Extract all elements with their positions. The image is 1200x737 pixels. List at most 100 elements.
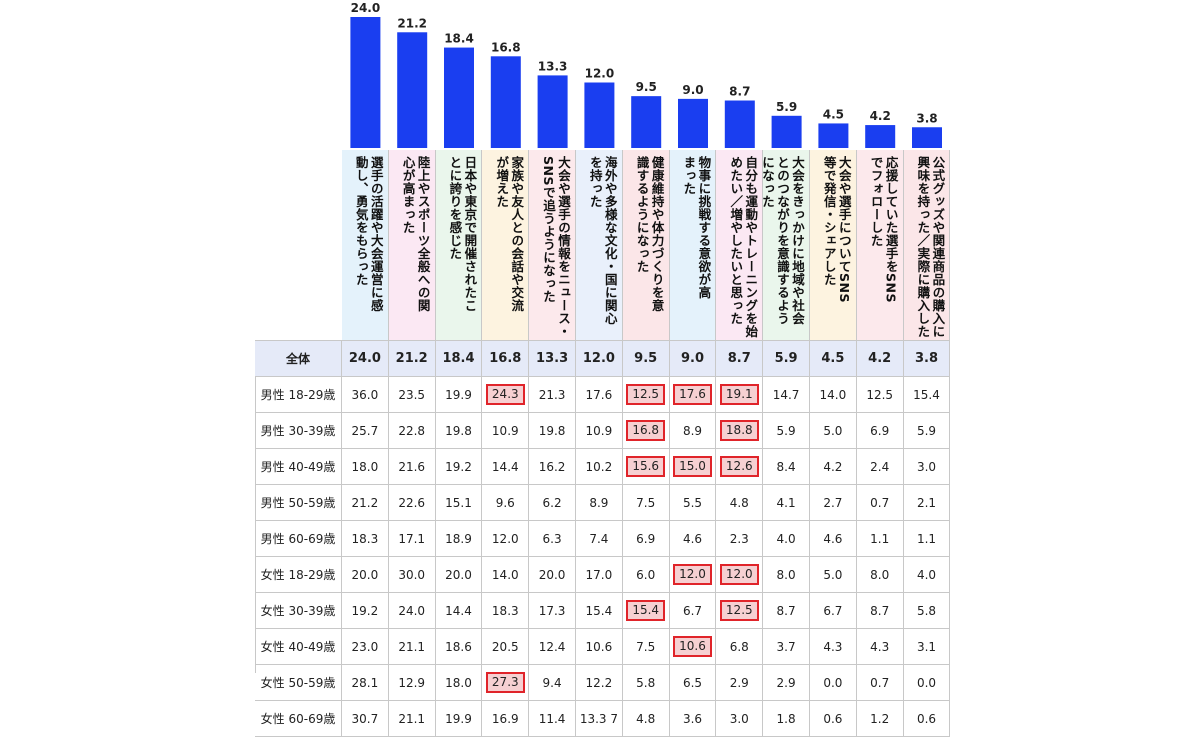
table-cell: 1.1: [904, 521, 951, 556]
table-cell: 20.0: [436, 557, 483, 592]
table-cell: 22.6: [389, 485, 436, 520]
table-cell: 4.8: [623, 701, 670, 736]
table-cell: 3.7: [763, 629, 810, 664]
table-cell: 36.0: [342, 377, 389, 412]
table-cell: 8.4: [763, 449, 810, 484]
category-label-5: 海外や多様な文化・国に関心 を持った: [587, 156, 618, 325]
table-cell: 24.0: [342, 341, 389, 376]
category-label-2: 日本や東京で開催されたこ とに誇りを感じた: [447, 156, 478, 312]
table-cell: 6.2: [529, 485, 576, 520]
bar-7: [678, 98, 708, 148]
table-cell: 16.2: [529, 449, 576, 484]
table-cell: 17.6: [576, 377, 623, 412]
table-cell: 2.3: [716, 521, 764, 556]
table-cell: 17.0: [576, 557, 623, 592]
table-cell: 14.0: [810, 377, 857, 412]
bar-6: [631, 96, 662, 148]
table-cell: 21.6: [389, 449, 436, 484]
table-cell: 23.0: [342, 629, 389, 664]
bar-chart: 24.0 21.2 18.4 16.8 13.3 12.0 9.5 9.0 8.7 5.9 4.5 4…: [350, 1, 942, 148]
bar-3: [490, 56, 521, 148]
table-cell: 17.6: [670, 377, 717, 412]
table-cell: 6.7: [670, 593, 717, 628]
highlighted-value: 15.0: [673, 456, 712, 477]
table-left-border: [255, 340, 256, 673]
table-cell: 5.0: [810, 413, 857, 448]
table-cell: 4.3: [857, 629, 904, 664]
table-cell: 19.9: [436, 377, 483, 412]
table-cell: 25.7: [342, 413, 389, 448]
table-cell: 21.1: [389, 701, 436, 736]
table-cell: 1.8: [763, 701, 810, 736]
category-header-5: 海外や多様な文化・国に関心 を持った: [576, 150, 623, 340]
table-cell: 0.7: [857, 485, 904, 520]
table-cell: 12.5: [857, 377, 904, 412]
bar-11: [865, 125, 896, 148]
category-header-2: 日本や東京で開催されたこ とに誇りを感じた: [435, 150, 483, 340]
category-label-4: 大会や選手の情報をニュース・ SNSで追うようになった: [540, 156, 571, 338]
table-cell: 19.9: [436, 701, 483, 736]
table-cell: 28.1: [342, 665, 389, 700]
row-label: 男性 18-29歳: [255, 377, 342, 412]
table-cell: 0.7: [857, 665, 904, 700]
table-row: 女性 18-29歳 20.0 30.0 20.0 14.0 20.0 17.0 6.0 12.0…: [255, 557, 951, 593]
table-cell: 3.8: [904, 341, 951, 376]
table-cell: 6.3: [529, 521, 576, 556]
category-label-12: 公式グッズや関連商品の購入に 興味を持った／実際に購入した: [915, 156, 946, 338]
table-cell: 17.3: [529, 593, 576, 628]
bar-0: [350, 17, 381, 148]
bar-5: [584, 82, 615, 148]
table-cell: 0.6: [810, 701, 857, 736]
table-cell: 19.1: [716, 377, 764, 412]
table-cell: 8.7: [716, 341, 764, 376]
table-cell: 9.4: [529, 665, 576, 700]
table-cell: 2.4: [857, 449, 904, 484]
category-header-8: 自分も運動やトレーニングを始 めたい／増やしたいと思った: [716, 150, 764, 340]
bar-value-label-0: 24.0: [351, 1, 381, 15]
table-cell: 10.6: [670, 629, 717, 664]
table-cell: 21.2: [389, 341, 436, 376]
table-cell: 1.2: [857, 701, 904, 736]
table-cell: 18.6: [436, 629, 483, 664]
bar-1: [397, 32, 428, 148]
bar-value-label-1: 21.2: [397, 16, 427, 30]
table-cell: 10.6: [576, 629, 623, 664]
highlighted-value: 18.8: [719, 420, 759, 441]
table-cell: 21.3: [529, 377, 576, 412]
table-cell: 6.9: [857, 413, 904, 448]
bar-4: [537, 75, 568, 148]
row-label: 全体: [255, 341, 342, 376]
table-cell: 15.6: [623, 449, 670, 484]
highlighted-value: 17.6: [673, 384, 712, 405]
category-header-7: 物事に挑戦する意欲が高 まった: [669, 150, 717, 340]
table-cell: 3.6: [670, 701, 717, 736]
table-row: 女性 50-59歳 28.1 12.9 18.0 27.3 9.4 12.2 5.8 6.5 2.…: [255, 665, 951, 701]
table-cell: 22.8: [389, 413, 436, 448]
bar-value-label-8: 8.7: [729, 85, 750, 99]
table-cell: 9.5: [623, 341, 670, 376]
table-cell: 8.0: [857, 557, 904, 592]
table-cell: 2.9: [763, 665, 810, 700]
table-cell: 12.0: [576, 341, 623, 376]
table-cell: 8.9: [576, 485, 623, 520]
row-label: 男性 30-39歳: [255, 413, 342, 448]
category-label-9: 大会をきっかけに地域や社会 とのつながりを意識するよう になった: [759, 156, 805, 325]
row-label: 女性 50-59歳: [255, 665, 342, 700]
table-cell: 18.4: [436, 341, 483, 376]
table-cell: 19.2: [436, 449, 483, 484]
table-cell: 0.0: [810, 665, 857, 700]
row-label: 女性 18-29歳: [255, 557, 342, 592]
table-cell: 0.0: [904, 665, 951, 700]
table-cell: 5.0: [810, 557, 857, 592]
bar-value-label-12: 3.8: [916, 111, 937, 125]
table-cell: 4.6: [670, 521, 717, 556]
category-header-0: 選手の活躍や大会運営に感 動し、勇気をもらった: [342, 150, 389, 340]
row-label: 女性 40-49歳: [255, 629, 342, 664]
table-cell: 15.4: [904, 377, 951, 412]
bar-value-label-11: 4.2: [870, 109, 891, 123]
category-header-10: 大会や選手についてSNS 等で発信・シェアした: [810, 150, 857, 340]
table-cell: 5.9: [904, 413, 951, 448]
row-label: 女性 60-69歳: [255, 701, 342, 736]
category-header-12: 公式グッズや関連商品の購入に 興味を持った／実際に購入した: [903, 150, 951, 340]
bar-value-label-4: 13.3: [538, 59, 568, 73]
